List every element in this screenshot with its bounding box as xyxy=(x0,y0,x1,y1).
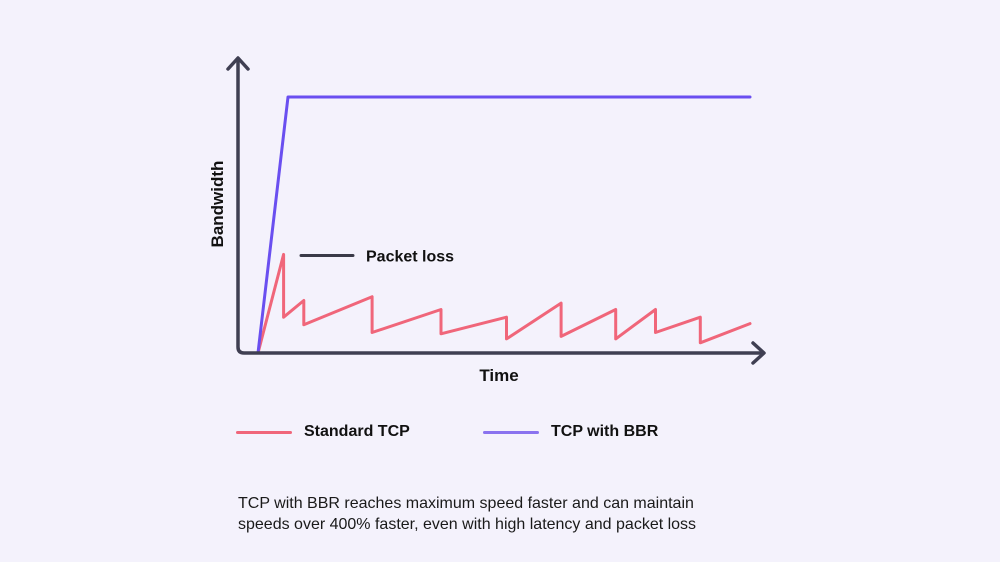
legend-label-standard-tcp: Standard TCP xyxy=(304,423,410,440)
y-axis-arrowhead xyxy=(226,56,250,71)
legend-label-tcp-with-bbr: TCP with BBR xyxy=(551,423,659,440)
series-layer xyxy=(256,95,752,355)
legend-swatch-tcp-with-bbr xyxy=(483,430,539,434)
annotation-layer: Packet loss xyxy=(299,248,454,265)
caption: TCP with BBR reaches maximum speed faste… xyxy=(238,493,798,535)
series-line-standard-tcp xyxy=(256,252,752,355)
y-axis-line xyxy=(236,58,764,355)
caption-line-1: TCP with BBR reaches maximum speed faste… xyxy=(238,495,694,512)
legend-item-tcp-with-bbr: TCP with BBR xyxy=(483,420,658,444)
caption-line-2: speeds over 400% faster, even with high … xyxy=(238,516,697,533)
series-line-tcp-with-bbr xyxy=(256,95,752,355)
legend-swatch-standard-tcp xyxy=(236,430,292,434)
annotation-packet-loss: Packet loss xyxy=(366,248,454,265)
x-axis-label: Time xyxy=(479,366,518,385)
axes xyxy=(226,56,766,365)
y-axis-label: Bandwidth xyxy=(208,161,227,248)
legend: Standard TCP TCP with BBR xyxy=(236,420,776,444)
x-axis-arrowhead xyxy=(751,341,766,365)
legend-item-standard-tcp: Standard TCP xyxy=(236,420,410,444)
